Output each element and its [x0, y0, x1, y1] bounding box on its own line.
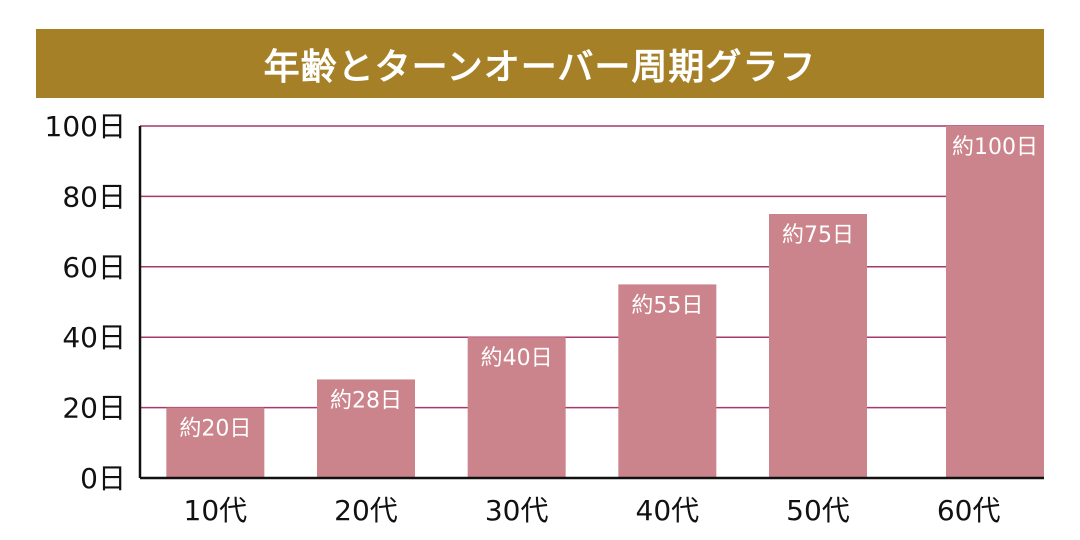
y-axis: 0日 20日 40日 60日 80日 100日	[45, 110, 142, 495]
chart-title: 年齢とターンオーバー周期グラフ	[36, 29, 1044, 98]
bar	[618, 284, 717, 478]
bar-data-label: 約75日	[782, 223, 854, 248]
bar	[467, 337, 566, 478]
y-tick-label: 0日	[80, 462, 126, 495]
x-axis: 10代 20代 30代 40代 50代 60代	[140, 476, 1044, 527]
y-tick-label: 20日	[62, 392, 126, 425]
bar	[769, 214, 867, 478]
x-category-label: 30代	[485, 494, 549, 527]
x-category-label: 40代	[636, 494, 700, 527]
bar-data-label: 約55日	[631, 293, 703, 318]
x-category-label: 60代	[937, 494, 1001, 527]
bars	[166, 126, 1044, 478]
bar-data-labels: 約20日 約28日 約40日 約55日 約75日 約100日	[179, 135, 1038, 442]
bar-data-label: 約28日	[330, 388, 402, 413]
y-tick-label: 40日	[62, 321, 126, 354]
y-tick-label: 60日	[62, 251, 126, 284]
x-category-label: 10代	[184, 494, 248, 527]
bar-data-label: 約40日	[481, 346, 553, 371]
bar-data-label: 約100日	[952, 135, 1038, 160]
bar	[166, 407, 265, 478]
grid-lines	[140, 125, 1044, 409]
bar	[946, 126, 1044, 478]
y-tick-label: 80日	[62, 180, 126, 213]
bar	[317, 379, 415, 478]
x-category-label: 50代	[786, 494, 850, 527]
y-tick-label: 100日	[45, 110, 126, 143]
bar-data-label: 約20日	[179, 417, 251, 442]
x-category-label: 20代	[334, 494, 398, 527]
